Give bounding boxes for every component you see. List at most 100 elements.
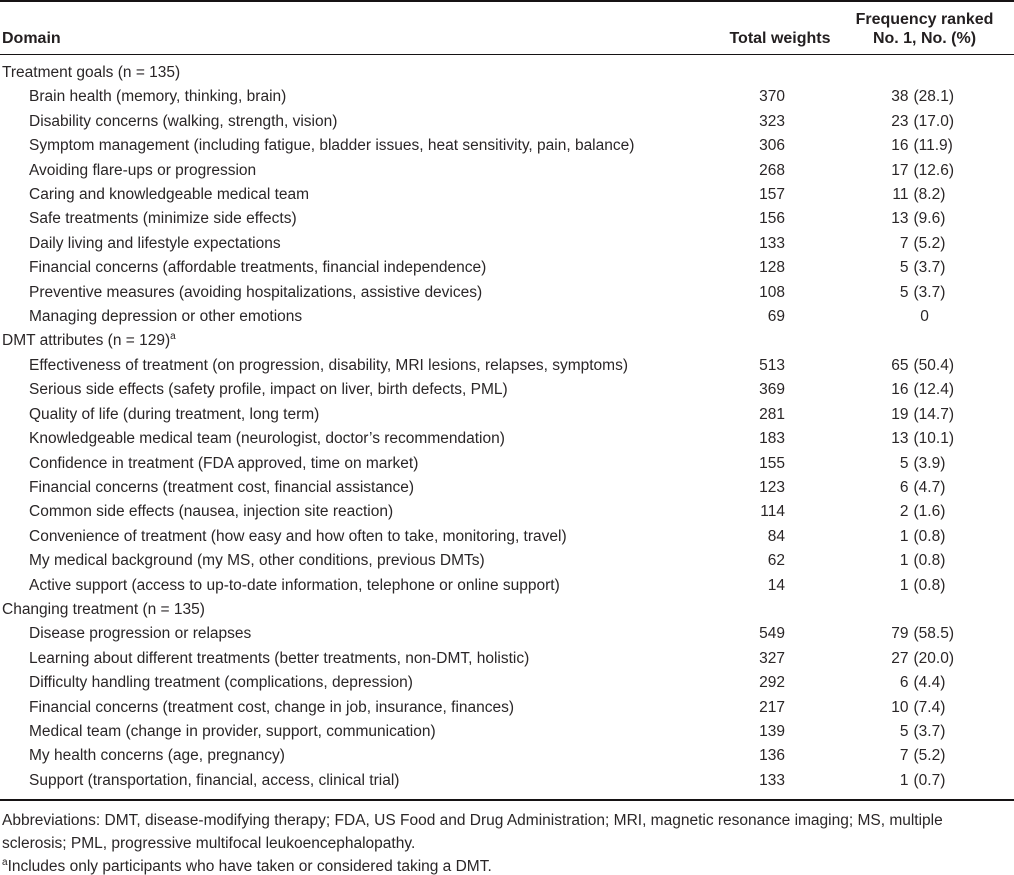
abbreviations-note: Abbreviations: DMT, disease-modifying th…: [2, 812, 943, 853]
footnote-a: aIncludes only participants who have tak…: [2, 855, 1010, 875]
frequency-value: 16 (12.4): [887, 378, 963, 402]
frequency-cell: 19 (14.7): [835, 403, 1014, 427]
domain-label: My health concerns (age, pregnancy): [29, 747, 285, 765]
total-weight-cell: 136: [759, 747, 785, 765]
domain-label: Active support (access to up-to-date inf…: [29, 576, 560, 594]
frequency-value: 6 (4.7): [887, 476, 963, 500]
total-weight-cell: 108: [759, 283, 785, 301]
domain-weights-frequency-table: Domain Total weights Frequency ranked No…: [0, 0, 1014, 802]
frequency-percent: (5.2): [913, 234, 946, 252]
frequency-percent: (3.7): [913, 283, 946, 301]
table-body: Treatment goals (n = 135) Brain health (m…: [0, 55, 1014, 802]
frequency-percent: (28.1): [913, 88, 955, 106]
frequency-value: 79 (58.5): [887, 622, 963, 646]
footnote-a-text: Includes only participants who have take…: [7, 858, 492, 875]
domain-label: Managing depression or other emotions: [29, 308, 303, 326]
frequency-percent: (4.7): [913, 478, 946, 496]
domain-label: Financial concerns (treatment cost, fina…: [29, 478, 415, 496]
frequency-cell: 1 (0.8): [835, 525, 1014, 549]
frequency-value: 5 (3.7): [887, 256, 963, 280]
total-weight-cell: 123: [759, 478, 785, 496]
table-row: Learning about different treatments (bet…: [0, 647, 1014, 671]
total-weight-cell: 69: [767, 308, 785, 326]
total-weight-cell: 370: [759, 88, 785, 106]
frequency-percent: (8.2): [913, 186, 946, 204]
total-weight-cell: 114: [760, 503, 785, 521]
table-row: My medical background (my MS, other cond…: [0, 549, 1014, 573]
frequency-cell: 6 (4.7): [835, 476, 1014, 500]
frequency-count: 38: [891, 88, 909, 106]
frequency-count: 1: [899, 576, 909, 594]
frequency-cell: 2 (1.6): [835, 500, 1014, 524]
frequency-cell: 1 (0.7): [835, 768, 1014, 802]
frequency-percent: (11.9): [913, 137, 953, 155]
frequency-count: 79: [891, 625, 909, 643]
frequency-percent: (1.6): [913, 503, 946, 521]
frequency-count: 6: [899, 478, 909, 496]
frequency-value: 17 (12.6): [887, 159, 963, 183]
table-row: Daily living and lifestyle expectations 1…: [0, 232, 1014, 256]
frequency-cell: 65 (50.4): [835, 354, 1014, 378]
frequency-header-line1: Frequency ranked: [855, 11, 994, 28]
frequency-value: 1 (0.8): [887, 574, 963, 598]
frequency-percent: (58.5): [913, 625, 955, 643]
frequency-count: 65: [891, 356, 909, 374]
frequency-percent: (5.2): [913, 747, 946, 765]
frequency-cell: 38 (28.1): [835, 85, 1014, 109]
frequency-value: 1 (0.8): [887, 549, 963, 573]
domain-label: Financial concerns (treatment cost, chan…: [29, 698, 515, 716]
header-row: Domain Total weights Frequency ranked No…: [0, 1, 1014, 55]
frequency-value: 1 (0.8): [887, 525, 963, 549]
frequency-value: 5 (3.9): [887, 452, 963, 476]
table-row: Common side effects (nausea, injection s…: [0, 500, 1014, 524]
table-row: Disability concerns (walking, strength, …: [0, 110, 1014, 134]
table-header: Domain Total weights Frequency ranked No…: [0, 1, 1014, 55]
table-row: Managing depression or other emotions 69 0: [0, 305, 1014, 329]
frequency-percent: (3.7): [913, 259, 946, 277]
total-weight-cell: 183: [759, 430, 785, 448]
frequency-percent: (9.6): [913, 210, 946, 228]
frequency-cell: 6 (4.4): [835, 671, 1014, 695]
total-weight-cell: 84: [767, 527, 785, 545]
frequency-count: 13: [891, 430, 909, 448]
table-row: Knowledgeable medical team (neurologist,…: [0, 427, 1014, 451]
total-weight-cell: 14: [767, 576, 785, 594]
table-row: Support (transportation, financial, acce…: [0, 768, 1014, 802]
table-row: Safe treatments (minimize side effects) 1…: [0, 207, 1014, 231]
table-row: Preventive measures (avoiding hospitaliz…: [0, 281, 1014, 305]
frequency-cell: 5 (3.7): [835, 256, 1014, 280]
frequency-count: 16: [891, 381, 909, 399]
frequency-cell: 1 (0.8): [835, 549, 1014, 573]
section-title: Treatment goals (n = 135): [2, 64, 181, 81]
frequency-cell: [835, 55, 1014, 86]
frequency-percent: (7.4): [913, 698, 946, 716]
frequency-count: 5: [899, 283, 909, 301]
frequency-count: 7: [899, 747, 909, 765]
frequency-percent: (10.1): [913, 430, 955, 448]
frequency-count: 27: [891, 649, 909, 667]
total-weight-cell: 133: [759, 234, 785, 252]
domain-label: Avoiding flare-ups or progression: [29, 161, 257, 179]
domain-label: Financial concerns (affordable treatment…: [29, 259, 487, 277]
frequency-count: 11: [892, 186, 909, 204]
frequency-percent: (12.4): [913, 381, 955, 399]
total-weight-cell: 513: [759, 356, 785, 374]
frequency-value: 10 (7.4): [887, 696, 963, 720]
frequency-value: 2 (1.6): [887, 500, 963, 524]
total-weight-cell: 139: [759, 722, 785, 740]
frequency-count: 5: [899, 259, 909, 277]
frequency-count: 1: [899, 771, 909, 789]
frequency-cell: [835, 598, 1014, 622]
frequency-percent: (0.8): [913, 552, 946, 570]
section-header-row: Changing treatment (n = 135): [0, 598, 1014, 622]
column-header-frequency-ranked: Frequency ranked No. 1, No. (%): [835, 1, 1014, 55]
frequency-cell: 79 (58.5): [835, 622, 1014, 646]
frequency-count: 7: [899, 234, 909, 252]
total-weight-cell: 217: [759, 698, 785, 716]
frequency-percent: (0.7): [913, 771, 946, 789]
domain-label: Preventive measures (avoiding hospitaliz…: [29, 283, 483, 301]
frequency-cell: 16 (11.9): [835, 134, 1014, 158]
total-weight-cell: 268: [759, 161, 785, 179]
table-row: Financial concerns (treatment cost, fina…: [0, 476, 1014, 500]
